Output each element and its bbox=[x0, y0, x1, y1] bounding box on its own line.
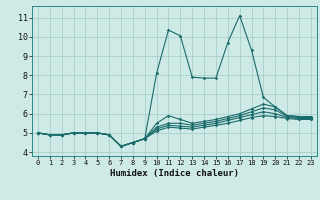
X-axis label: Humidex (Indice chaleur): Humidex (Indice chaleur) bbox=[110, 169, 239, 178]
